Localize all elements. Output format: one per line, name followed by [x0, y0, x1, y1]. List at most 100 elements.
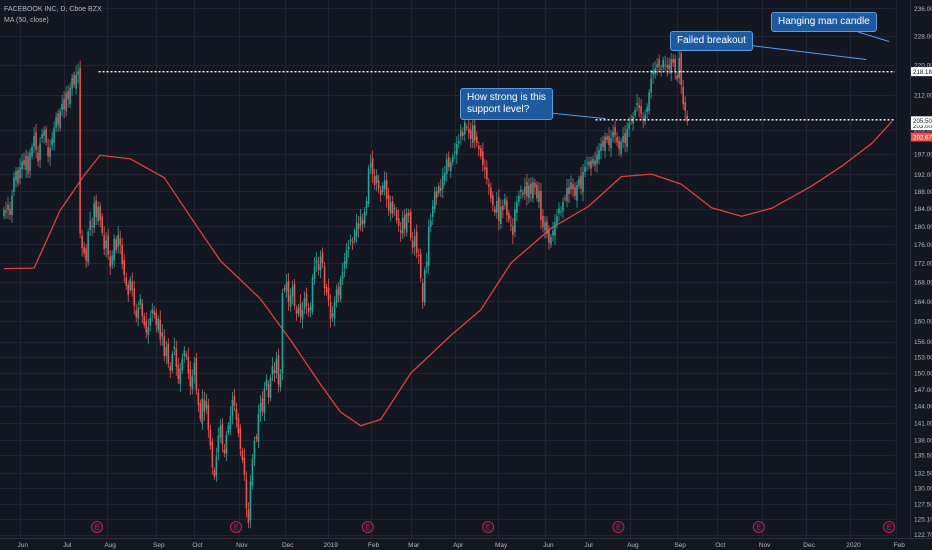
candle-body: [175, 348, 178, 367]
candle-body: [233, 395, 236, 406]
earnings-marker[interactable]: [612, 521, 625, 533]
grid-lines: [0, 0, 897, 538]
candle-body: [419, 254, 422, 279]
candle-body: [155, 312, 158, 326]
candle-body: [325, 287, 328, 293]
candle-body: [568, 187, 570, 194]
candle-body: [622, 136, 624, 143]
earnings-marker-label: E: [756, 525, 761, 532]
candle-body: [437, 185, 440, 194]
candle-body: [41, 134, 43, 139]
candle-body: [5, 210, 7, 213]
candle-body: [281, 293, 284, 374]
candle-body: [67, 91, 69, 100]
candle-body: [496, 200, 498, 213]
candle-body: [538, 190, 540, 203]
candle-body: [656, 64, 658, 68]
candle-body: [235, 408, 238, 420]
candle-body: [558, 208, 560, 214]
ma-indicator-label[interactable]: MA (50, close): [4, 17, 49, 24]
earnings-marker[interactable]: [883, 521, 896, 533]
candle-body: [439, 187, 442, 191]
price-level-tag-label: 205.50: [913, 118, 932, 125]
candle-body: [614, 127, 616, 136]
price-tick-label: 236.00: [914, 6, 932, 13]
candle-body: [293, 283, 296, 306]
earnings-marker[interactable]: [230, 521, 243, 533]
earnings-marker[interactable]: [91, 521, 104, 533]
price-tick-label: 180.00: [914, 224, 932, 231]
candle-body: [23, 159, 25, 165]
candle-body: [161, 332, 164, 337]
candle-body: [451, 156, 454, 163]
candle-body: [249, 481, 252, 521]
candle-body: [49, 147, 51, 158]
candle-body: [664, 64, 666, 66]
candle-body: [461, 132, 464, 137]
candle-body: [624, 133, 626, 144]
price-level-tag: [911, 67, 932, 77]
candle-body: [610, 138, 612, 149]
candle-body: [127, 284, 130, 295]
price-tick-label: 132.50: [914, 470, 932, 477]
candle-body: [682, 86, 684, 105]
candle-body: [149, 318, 152, 326]
price-tick-label: 188.00: [914, 189, 932, 196]
time-tick-label: Aug: [627, 542, 639, 549]
candle-body: [391, 201, 394, 214]
candle-body: [464, 122, 466, 135]
price-axis[interactable]: 236.00 228.00 220.00 212.00 203.00 197.00 192.…: [914, 6, 932, 539]
candle-body: [299, 303, 302, 317]
candle-body: [271, 366, 274, 376]
earnings-marker[interactable]: [482, 521, 495, 533]
candle-body: [582, 171, 584, 193]
candle-body: [433, 191, 436, 210]
price-tick-label: 138.00: [914, 438, 932, 445]
candle-body: [494, 208, 496, 213]
candle-body: [169, 366, 172, 371]
candle-body: [528, 185, 530, 199]
price-levels-layer: [98, 70, 895, 121]
candle-body: [123, 260, 126, 275]
candle-body: [13, 177, 15, 192]
candle-body: [431, 206, 434, 217]
candle-body: [9, 208, 11, 215]
candle-body: [321, 252, 324, 264]
time-tick-label: Sep: [674, 542, 686, 549]
symbol-title[interactable]: FACEBOOK INC, D, Cboe BZX: [4, 6, 102, 13]
time-tick-label: Aug: [104, 542, 116, 549]
price-tick-label: 192.00: [914, 172, 932, 179]
candle-body: [85, 248, 87, 261]
candle-body: [556, 216, 558, 224]
earnings-marker-label: E: [95, 525, 100, 532]
candle-body: [331, 313, 334, 317]
price-tick-label: 172.00: [914, 260, 932, 267]
candle-body: [109, 256, 111, 267]
candle-body: [417, 254, 420, 256]
failed-breakout-callout[interactable]: Failed breakout: [670, 31, 753, 51]
hanging-man-callout[interactable]: Hanging man candle: [771, 12, 877, 32]
candle-body: [522, 192, 524, 195]
candle-body: [524, 186, 526, 194]
candle-body: [592, 158, 594, 164]
earnings-marker[interactable]: [752, 521, 765, 533]
candle-body: [504, 198, 506, 206]
candle-body: [363, 212, 366, 224]
candle-body: [3, 209, 5, 217]
time-axis[interactable]: Jun Jul Aug Sep Oct Nov Dec 2019 Feb Mar Apr May Jun…: [18, 542, 906, 549]
candle-body: [616, 137, 618, 143]
candle-body: [355, 222, 358, 237]
candle-body: [652, 70, 654, 75]
support-level-callout[interactable]: How strong is this support level?: [460, 88, 553, 120]
candle-body: [345, 249, 348, 265]
candle-body: [217, 435, 220, 452]
candle-body: [520, 189, 522, 192]
candle-body: [542, 215, 544, 228]
price-tick-label: 153.00: [914, 355, 932, 362]
candle-body: [29, 152, 31, 171]
candle-body: [151, 309, 154, 314]
time-tick-label: Oct: [192, 542, 202, 549]
earnings-marker[interactable]: [361, 521, 374, 533]
